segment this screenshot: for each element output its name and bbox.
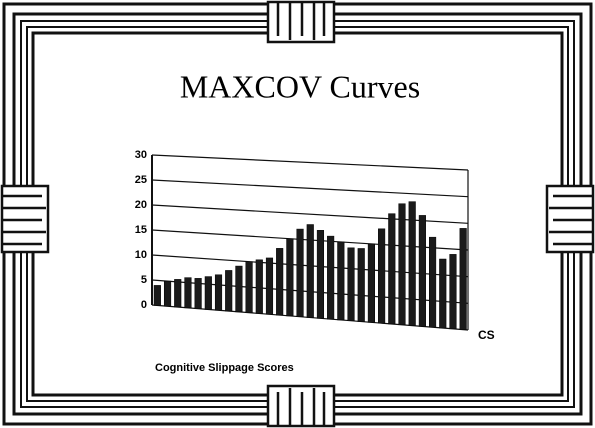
bar (225, 270, 233, 312)
bar (398, 203, 406, 326)
bar (459, 228, 467, 330)
bar (388, 213, 396, 325)
grid-line (151, 179, 469, 198)
bar (276, 248, 284, 316)
x-axis-label: Cognitive Slippage Scores (155, 362, 294, 374)
legend-label: CS (478, 328, 495, 342)
bar (408, 201, 416, 326)
bar (367, 243, 375, 323)
bar (306, 224, 314, 318)
bar (153, 285, 161, 306)
y-tick-label: 5 (141, 274, 147, 286)
bar (265, 257, 274, 315)
chart-title: MAXCOV Curves (180, 68, 420, 104)
bar (235, 265, 243, 313)
bar (327, 235, 335, 320)
bar (429, 236, 437, 328)
y-tick-label: 20 (135, 199, 147, 211)
bar (316, 230, 325, 319)
bar (245, 261, 253, 313)
y-tick-label: 10 (135, 249, 147, 261)
bar (194, 278, 202, 309)
bar (204, 276, 212, 310)
bar (184, 277, 192, 309)
bar (174, 279, 182, 308)
bar (357, 248, 365, 322)
grid-line (151, 154, 469, 171)
bar (255, 259, 263, 314)
bar (449, 254, 457, 330)
bar (378, 228, 386, 324)
y-tick-label: 25 (135, 174, 147, 186)
bar (418, 215, 426, 327)
bar (286, 238, 294, 317)
bar (214, 274, 223, 311)
bar (347, 247, 355, 321)
bar (337, 241, 345, 321)
bar (296, 228, 304, 317)
y-tick-label: 30 (135, 149, 147, 161)
y-tick-label: 15 (135, 224, 147, 236)
bar (439, 258, 447, 329)
bar (163, 280, 172, 307)
y-tick-label: 0 (141, 299, 147, 311)
